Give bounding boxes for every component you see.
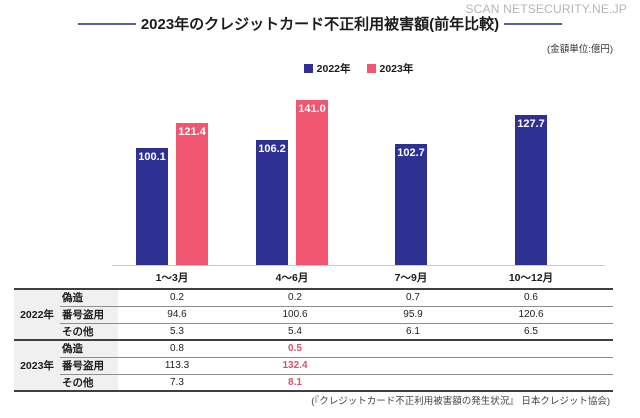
source-note: (『クレジットカード不正利用被害額の発生状況』 日本クレジット協会) <box>311 396 610 407</box>
row-label: 番号盗用 <box>60 356 118 374</box>
cell: 100.6 <box>236 305 354 323</box>
cell: 7.3 <box>118 373 236 391</box>
bar-value-label: 127.7 <box>517 118 545 130</box>
chart-legend: 2022年 2023年 <box>112 61 605 76</box>
table-row: 2022年 偽造 0.2 0.2 0.7 0.6 <box>14 288 613 340</box>
table-row: 番号盗用 113.3 132.4 <box>14 356 613 374</box>
bar-value-label: 121.4 <box>178 126 206 138</box>
cell: 0.7 <box>354 288 472 306</box>
filler-cell <box>590 288 613 306</box>
cell: 94.6 <box>118 305 236 323</box>
x-axis-label-q1: 1〜3月 <box>155 272 189 284</box>
cell <box>354 356 472 374</box>
row-label: 偽造 <box>60 339 118 357</box>
cell <box>472 339 590 357</box>
bar-value-label: 106.2 <box>258 143 286 155</box>
row-label: 番号盗用 <box>60 305 118 323</box>
bar-2022年-1〜3月: 100.1 <box>136 148 168 265</box>
page-title: 2023年のクレジットカード不正利用被害額(前年比較) <box>140 16 500 33</box>
cell-highlighted: 8.1 <box>236 373 354 391</box>
title-row: 2023年のクレジットカード不正利用被害額(前年比較) <box>0 13 640 34</box>
cell: 6.5 <box>472 322 590 340</box>
x-axis-labels: 1〜3月 4〜6月 7〜9月 10〜12月 <box>112 270 591 286</box>
filler-cell <box>590 305 613 323</box>
cell: 120.6 <box>472 305 590 323</box>
bar-value-label: 100.1 <box>138 151 166 163</box>
row-label: その他 <box>60 322 118 340</box>
title-decorative-line-right <box>504 22 563 25</box>
table-row: その他 7.3 8.1 <box>14 373 613 391</box>
table-row: その他 5.3 5.4 6.1 6.5 <box>14 322 613 340</box>
cell: 95.9 <box>354 305 472 323</box>
breakdown-table: 2022年 偽造 0.2 0.2 0.7 0.6 番号盗用 94.6 100.6… <box>14 288 613 392</box>
year-label-2022: 2022年 <box>14 288 60 340</box>
bar-2023年-4〜6月: 141.0 <box>296 100 328 265</box>
watermark-text: SCAN NETSECURITY.NE.JP <box>465 2 627 16</box>
title-decorative-line-left <box>77 22 136 25</box>
cell: 0.2 <box>118 288 236 306</box>
legend-swatch-navy <box>303 64 313 73</box>
bar-2022年-4〜6月: 106.2 <box>256 140 288 265</box>
legend-label: 2022年 <box>316 63 351 75</box>
cell <box>472 356 590 374</box>
legend-swatch-pink <box>366 64 376 73</box>
x-axis-label-q3: 7〜9月 <box>394 272 428 284</box>
cell: 5.4 <box>236 322 354 340</box>
cell: 0.6 <box>472 288 590 306</box>
row-label: 偽造 <box>60 288 118 306</box>
bar-value-label: 141.0 <box>298 103 326 115</box>
table-row: 2023年 偽造 0.8 0.5 <box>14 339 613 391</box>
cell: 6.1 <box>354 322 472 340</box>
filler-cell <box>590 373 613 391</box>
cell-highlighted: 0.5 <box>236 339 354 357</box>
cell <box>472 373 590 391</box>
year-label-2023: 2023年 <box>14 339 60 391</box>
legend-item-2023: 2023年 <box>366 61 414 76</box>
bar-2022年-10〜12月: 127.7 <box>515 115 547 265</box>
cell <box>354 339 472 357</box>
legend-item-2022: 2022年 <box>303 61 351 76</box>
bar-2023年-1〜3月: 121.4 <box>176 123 208 265</box>
filler-cell <box>590 322 613 340</box>
cell: 0.2 <box>236 288 354 306</box>
cell: 0.8 <box>118 339 236 357</box>
unit-note: (金額単位:億円) <box>547 44 613 55</box>
bar-value-label: 102.7 <box>397 147 425 159</box>
bar-2022年-7〜9月: 102.7 <box>395 144 427 265</box>
cell: 5.3 <box>118 322 236 340</box>
filler-cell <box>590 356 613 374</box>
legend-label: 2023年 <box>379 63 414 75</box>
row-label: その他 <box>60 373 118 391</box>
x-axis-label-q4: 10〜12月 <box>508 272 554 284</box>
filler-cell <box>590 339 613 357</box>
bar-chart-plot-area: 100.1 121.4 106.2 141.0 102.7 127.7 <box>112 90 605 266</box>
table-row: 番号盗用 94.6 100.6 95.9 120.6 <box>14 305 613 323</box>
cell: 113.3 <box>118 356 236 374</box>
cell <box>354 373 472 391</box>
x-axis-label-q2: 4〜6月 <box>275 272 309 284</box>
cell-highlighted: 132.4 <box>236 356 354 374</box>
